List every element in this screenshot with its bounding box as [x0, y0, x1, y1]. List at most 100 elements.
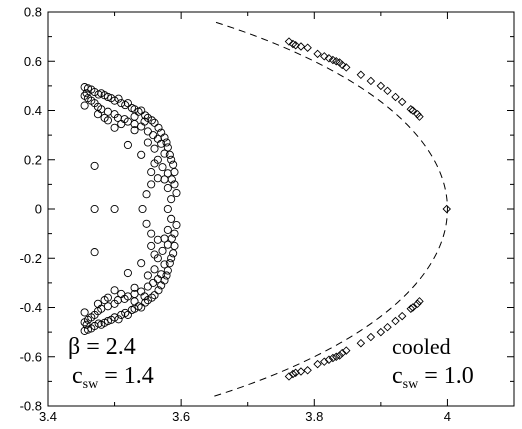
circle-point: [80, 101, 89, 110]
diamond-point: [296, 367, 306, 376]
circle-point: [150, 159, 159, 168]
diamond-point: [332, 57, 341, 66]
circle-point: [165, 150, 174, 159]
circle-point: [140, 117, 149, 126]
circle-point: [123, 140, 132, 150]
diamond-point: [324, 355, 334, 364]
circle-point: [153, 275, 162, 284]
circle-point: [103, 316, 112, 326]
circle-point: [167, 254, 176, 263]
diamond-point: [366, 332, 376, 342]
circle-point: [137, 122, 146, 131]
circle-point: [110, 286, 119, 295]
diamond-point: [415, 112, 424, 121]
tick-labels: 3.4 3.6 3.8 4 -0.8 -0.6 -0.4 -0.2 0 0.2 0.4 0.6 0.8: [20, 5, 451, 425]
diamond-point: [291, 368, 300, 377]
circle-point: [123, 99, 132, 108]
circle-point: [158, 246, 167, 255]
circle-point: [170, 168, 179, 177]
circle-point: [141, 111, 150, 120]
circle-point: [130, 126, 139, 135]
diamond-point: [313, 359, 322, 369]
circle-point: [121, 101, 130, 110]
circle-point: [157, 139, 166, 148]
circle-point: [142, 190, 151, 199]
diamond-point: [284, 37, 294, 46]
circle-point: [143, 282, 152, 291]
circle-point: [117, 310, 126, 319]
diamond-point: [376, 81, 386, 91]
circle-point: [103, 293, 112, 302]
circle-point: [114, 315, 123, 324]
circle-point: [162, 138, 171, 147]
dashed-circle-curve: [214, 21, 448, 397]
circle-point: [163, 184, 172, 193]
diamond-point: [391, 92, 400, 102]
diamond-point: [338, 60, 347, 70]
circle-point: [130, 112, 139, 121]
beta-symbol: β: [68, 334, 80, 360]
circle-point: [149, 131, 158, 140]
circle-point: [160, 149, 169, 158]
x-tick-label: 3.4: [39, 409, 57, 424]
diamond-point: [338, 348, 347, 358]
diamond-point: [291, 41, 300, 50]
circle-point: [137, 150, 146, 159]
circle-point: [167, 195, 176, 204]
circle-point: [82, 320, 91, 329]
circle-point: [160, 234, 169, 243]
csw-right-c: c: [392, 363, 403, 389]
circle-point: [90, 204, 99, 214]
diamond-point: [366, 76, 376, 86]
circle-point: [147, 229, 156, 238]
circle-point: [149, 278, 158, 287]
circle-point: [158, 163, 167, 172]
circle-point: [123, 310, 132, 319]
circle-point: [160, 175, 169, 184]
diamond-point: [324, 54, 334, 63]
diamond-point: [391, 316, 400, 326]
diamond-point: [356, 338, 366, 348]
circle-point: [93, 110, 102, 119]
circle-point: [150, 265, 159, 274]
x-tick-label: 3.6: [172, 409, 190, 424]
circle-point: [167, 155, 176, 164]
diamond-point: [342, 346, 351, 355]
circle-point: [163, 266, 172, 275]
circle-point: [170, 180, 179, 189]
diamond-point: [383, 322, 392, 332]
diamond-point: [288, 39, 298, 49]
circle-point: [153, 174, 162, 183]
diamond-point: [406, 304, 416, 313]
circle-point: [90, 161, 99, 170]
diamond-point: [376, 327, 386, 337]
cooled-annotation: cooled: [392, 334, 451, 359]
circle-series: [80, 83, 181, 335]
diamond-point: [313, 49, 322, 59]
circle-point: [160, 260, 169, 269]
circle-point: [121, 308, 130, 317]
diamond-point: [284, 372, 294, 381]
circle-point: [114, 94, 123, 103]
circle-point: [83, 325, 92, 334]
beta-annotation: β = 2.4: [68, 334, 136, 360]
csw-left-value: = 1.4: [98, 363, 154, 389]
circle-point: [137, 259, 146, 268]
circle-point: [147, 180, 156, 189]
csw-right-annotation: csw = 1.0: [392, 363, 474, 392]
circle-point: [130, 297, 139, 306]
y-tick-label: 0.2: [24, 152, 42, 167]
y-tick-label: 0.4: [24, 103, 42, 118]
diamond-point: [303, 366, 312, 375]
circle-point: [110, 204, 119, 214]
circle-point: [150, 118, 159, 127]
circle-point: [143, 127, 152, 136]
circle-point: [167, 214, 176, 223]
y-tick-label: -0.4: [20, 300, 42, 315]
circle-point: [163, 204, 172, 214]
x-tick-label: 3.8: [305, 409, 323, 424]
diamond-point: [383, 86, 392, 96]
diamond-point: [320, 52, 329, 61]
circle-point: [140, 292, 149, 301]
circle-point: [117, 119, 126, 129]
